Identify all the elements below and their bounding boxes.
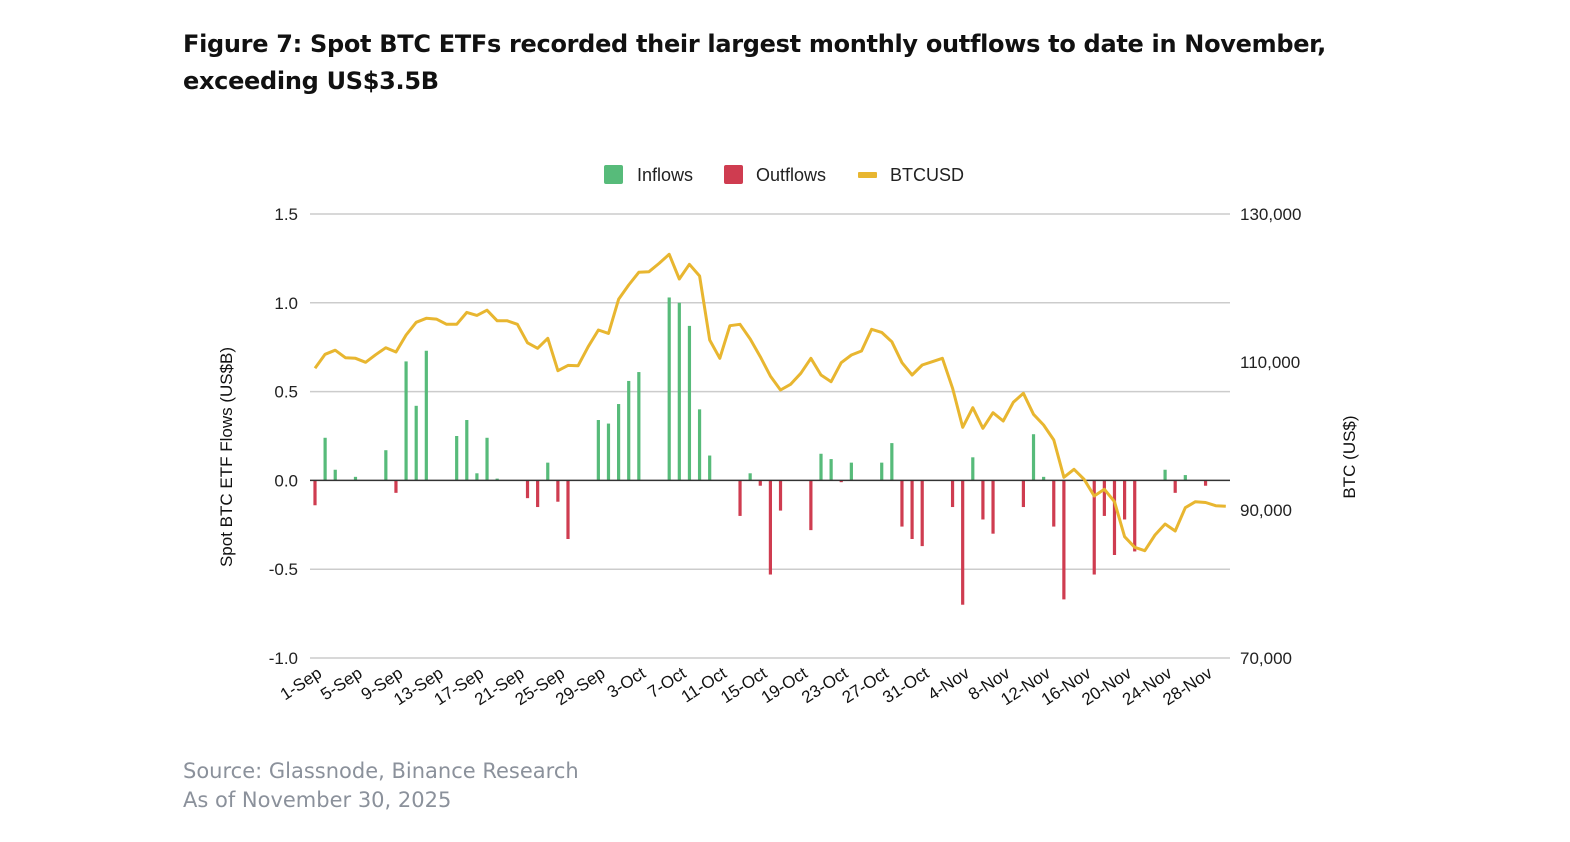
outflow-bar — [536, 480, 540, 508]
inflow-bar — [465, 420, 469, 481]
legend-outflows-swatch — [724, 165, 743, 184]
x-tick-label: 5-Sep — [317, 663, 365, 704]
legend-outflows-label: Outflows — [756, 165, 826, 185]
legend-inflows-swatch — [604, 165, 623, 184]
legend-inflows-label: Inflows — [637, 165, 693, 185]
inflow-bar — [323, 437, 327, 481]
outflow-bar — [1062, 480, 1066, 600]
outflow-bar — [961, 480, 965, 605]
inflow-bar — [546, 462, 550, 481]
as-of-text: As of November 30, 2025 — [183, 788, 452, 812]
x-tick-label: 1-Sep — [277, 663, 325, 704]
inflow-bar — [687, 325, 692, 481]
figure-title: Figure 7: Spot BTC ETFs recorded their l… — [183, 30, 1326, 95]
x-tick-label: 3-Oct — [604, 663, 649, 702]
inflow-bar — [677, 302, 681, 481]
inflow-bar — [606, 423, 611, 481]
outflow-bar — [839, 480, 843, 483]
x-tick-label: 4-Nov — [924, 663, 973, 704]
inflow-bar — [475, 473, 479, 481]
outflow-bar — [525, 480, 530, 499]
inflow-bar — [1042, 476, 1046, 481]
inflow-bar — [1031, 434, 1036, 481]
inflow-bar — [708, 455, 712, 481]
inflow-bar — [819, 453, 823, 481]
inflow-bar — [890, 443, 894, 481]
outflow-bar — [768, 480, 772, 575]
outflow-bar — [1123, 480, 1127, 520]
y2-tick-label: 90,000 — [1240, 501, 1292, 520]
outflow-bar — [394, 480, 398, 493]
y-tick-label: 1.5 — [274, 205, 298, 224]
inflow-bar — [485, 437, 489, 481]
legend-btcusd-swatch — [858, 172, 877, 178]
inflow-bar — [495, 478, 499, 481]
outflow-bar — [809, 480, 813, 531]
y-tick-label: 0.5 — [274, 383, 298, 402]
outflow-bar — [738, 480, 742, 516]
outflow-bar — [900, 480, 904, 527]
inflow-bar — [637, 372, 641, 481]
outflow-bar — [1092, 480, 1096, 575]
y-tick-label: 1.0 — [274, 294, 298, 313]
outflow-bar — [1203, 480, 1208, 486]
y-tick-label: 0.0 — [274, 471, 298, 490]
inflow-bar — [617, 404, 621, 481]
inflow-bar — [596, 420, 600, 481]
inflow-bar — [829, 459, 833, 481]
inflow-bar — [748, 473, 752, 481]
outflow-bar — [1102, 480, 1106, 516]
outflow-bar — [758, 480, 762, 486]
outflow-bar — [991, 480, 995, 534]
inflow-bar — [849, 462, 853, 481]
outflow-bar — [950, 480, 955, 508]
outflow-bar — [910, 480, 914, 540]
outflow-bar — [981, 480, 985, 520]
x-tick-label: 31-Oct — [879, 663, 932, 707]
inflow-bar — [880, 462, 884, 481]
inflow-bar — [455, 436, 459, 481]
inflow-bar — [404, 361, 408, 481]
outflow-bar — [920, 480, 924, 547]
outflow-bar — [778, 480, 783, 511]
outflow-bar — [556, 480, 560, 502]
outflow-bar — [1112, 480, 1117, 555]
inflow-bar — [353, 476, 358, 481]
outflow-bar — [1133, 480, 1137, 552]
outflow-bar — [1021, 480, 1025, 508]
y2-tick-label: 70,000 — [1240, 649, 1292, 668]
outflow-bar — [313, 480, 317, 506]
outflow-bar — [1052, 480, 1056, 527]
inflow-bar — [414, 405, 418, 481]
y-tick-label: -1.0 — [269, 649, 298, 668]
inflow-bar — [667, 297, 671, 481]
legend-btcusd-label: BTCUSD — [890, 165, 964, 185]
legend: Inflows Outflows BTCUSD — [604, 165, 964, 185]
inflow-bar — [424, 350, 428, 481]
outflow-bar — [1173, 480, 1177, 493]
inflow-bar — [333, 469, 337, 481]
y-axis-title: Spot BTC ETF Flows (US$B) — [217, 347, 236, 567]
x-tick-label: 23-Oct — [798, 663, 851, 707]
y2-axis-title: BTC (US$) — [1340, 415, 1359, 498]
x-tick-label: 15-Oct — [717, 663, 770, 707]
x-tick-label: 19-Oct — [758, 663, 811, 707]
inflow-bar — [384, 450, 388, 481]
source-text: Source: Glassnode, Binance Research — [183, 759, 579, 783]
inflow-bar — [971, 457, 975, 481]
outflow-bar — [566, 480, 570, 540]
y2-tick-label: 110,000 — [1240, 353, 1300, 372]
inflow-bar — [1163, 469, 1167, 481]
inflow-bar — [697, 409, 702, 481]
inflow-bar — [1183, 475, 1187, 481]
inflow-bar — [627, 380, 631, 481]
y2-tick-label: 130,000 — [1240, 205, 1301, 224]
y-tick-label: -0.5 — [269, 560, 298, 579]
source-note: Source: Glassnode, Binance Research As o… — [183, 757, 579, 815]
x-tick-label: 27-Oct — [839, 663, 892, 707]
